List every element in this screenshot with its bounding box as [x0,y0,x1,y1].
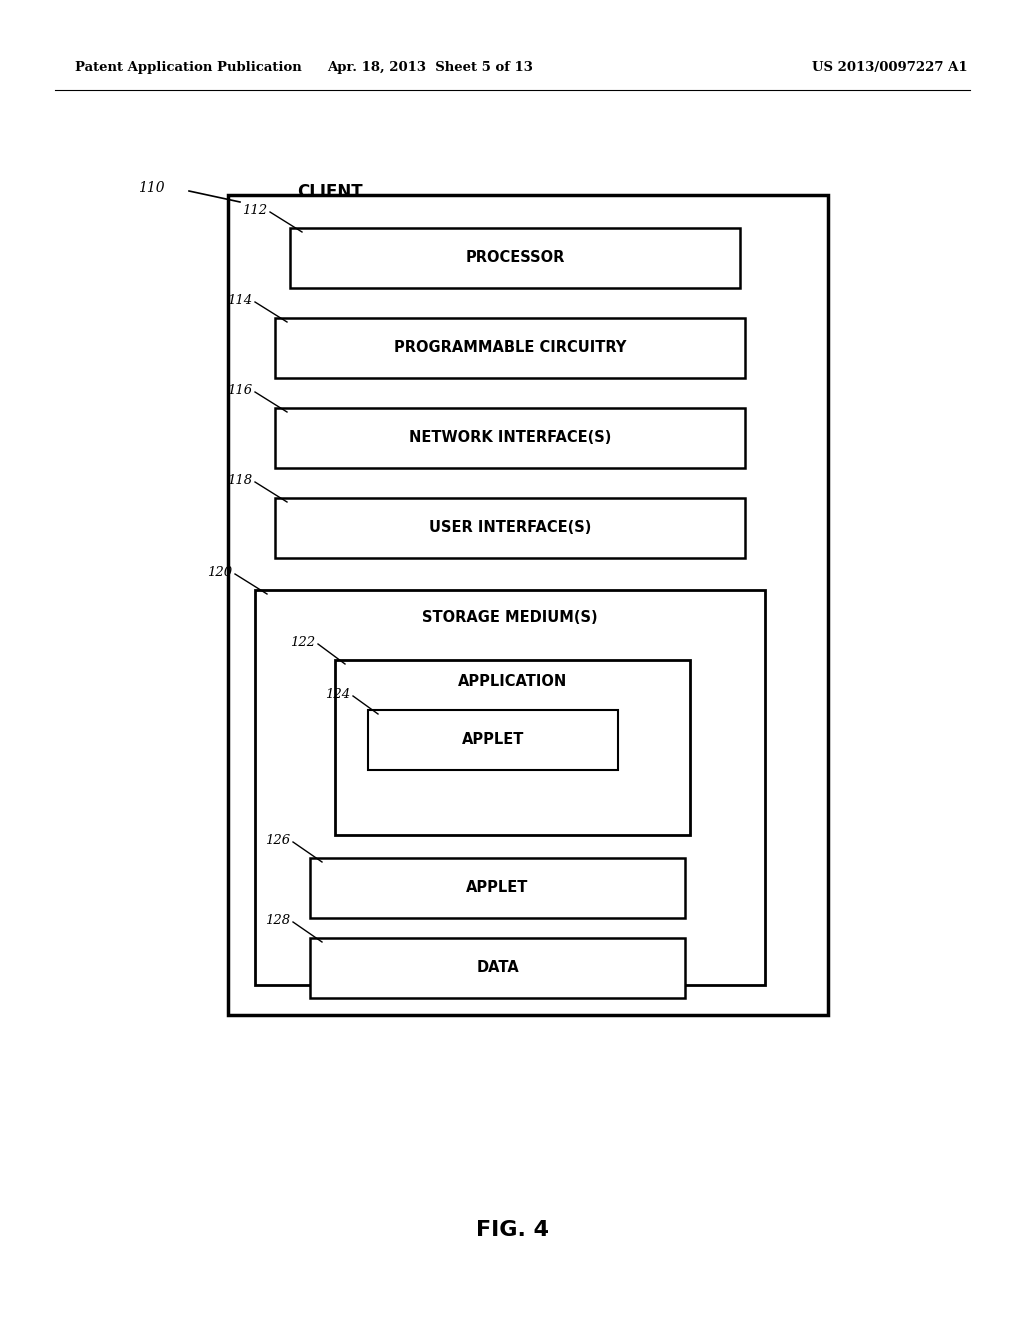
Bar [275,498,745,558]
Text: STORAGE MEDIUM(S): STORAGE MEDIUM(S) [422,610,598,626]
Text: APPLET: APPLET [466,880,528,895]
Text: 120: 120 [207,565,232,578]
Text: NETWORK INTERFACE(S): NETWORK INTERFACE(S) [409,430,611,446]
Bar [335,660,690,836]
Text: DATA: DATA [476,961,519,975]
Bar [310,939,685,998]
Text: CLIENT: CLIENT [297,183,362,201]
Text: USER INTERFACE(S): USER INTERFACE(S) [429,520,591,536]
Text: US 2013/0097227 A1: US 2013/0097227 A1 [812,62,968,74]
Bar [310,858,685,917]
Bar [275,408,745,469]
Text: PROCESSOR: PROCESSOR [465,251,564,265]
Text: 112: 112 [242,203,267,216]
Bar [255,590,765,985]
Bar [275,318,745,378]
Text: 116: 116 [227,384,252,396]
Text: APPLET: APPLET [462,733,524,747]
Text: 118: 118 [227,474,252,487]
Text: Apr. 18, 2013  Sheet 5 of 13: Apr. 18, 2013 Sheet 5 of 13 [327,62,532,74]
Text: APPLICATION: APPLICATION [458,675,567,689]
Bar [228,195,828,1015]
Text: 124: 124 [325,688,350,701]
Text: 126: 126 [265,833,290,846]
Text: PROGRAMMABLE CIRCUITRY: PROGRAMMABLE CIRCUITRY [394,341,627,355]
Text: 122: 122 [290,635,315,648]
Text: 114: 114 [227,293,252,306]
Text: FIG. 4: FIG. 4 [475,1220,549,1239]
Bar [290,228,740,288]
Bar [368,710,618,770]
Text: 110: 110 [138,181,165,195]
Text: Patent Application Publication: Patent Application Publication [75,62,302,74]
Text: 128: 128 [265,913,290,927]
